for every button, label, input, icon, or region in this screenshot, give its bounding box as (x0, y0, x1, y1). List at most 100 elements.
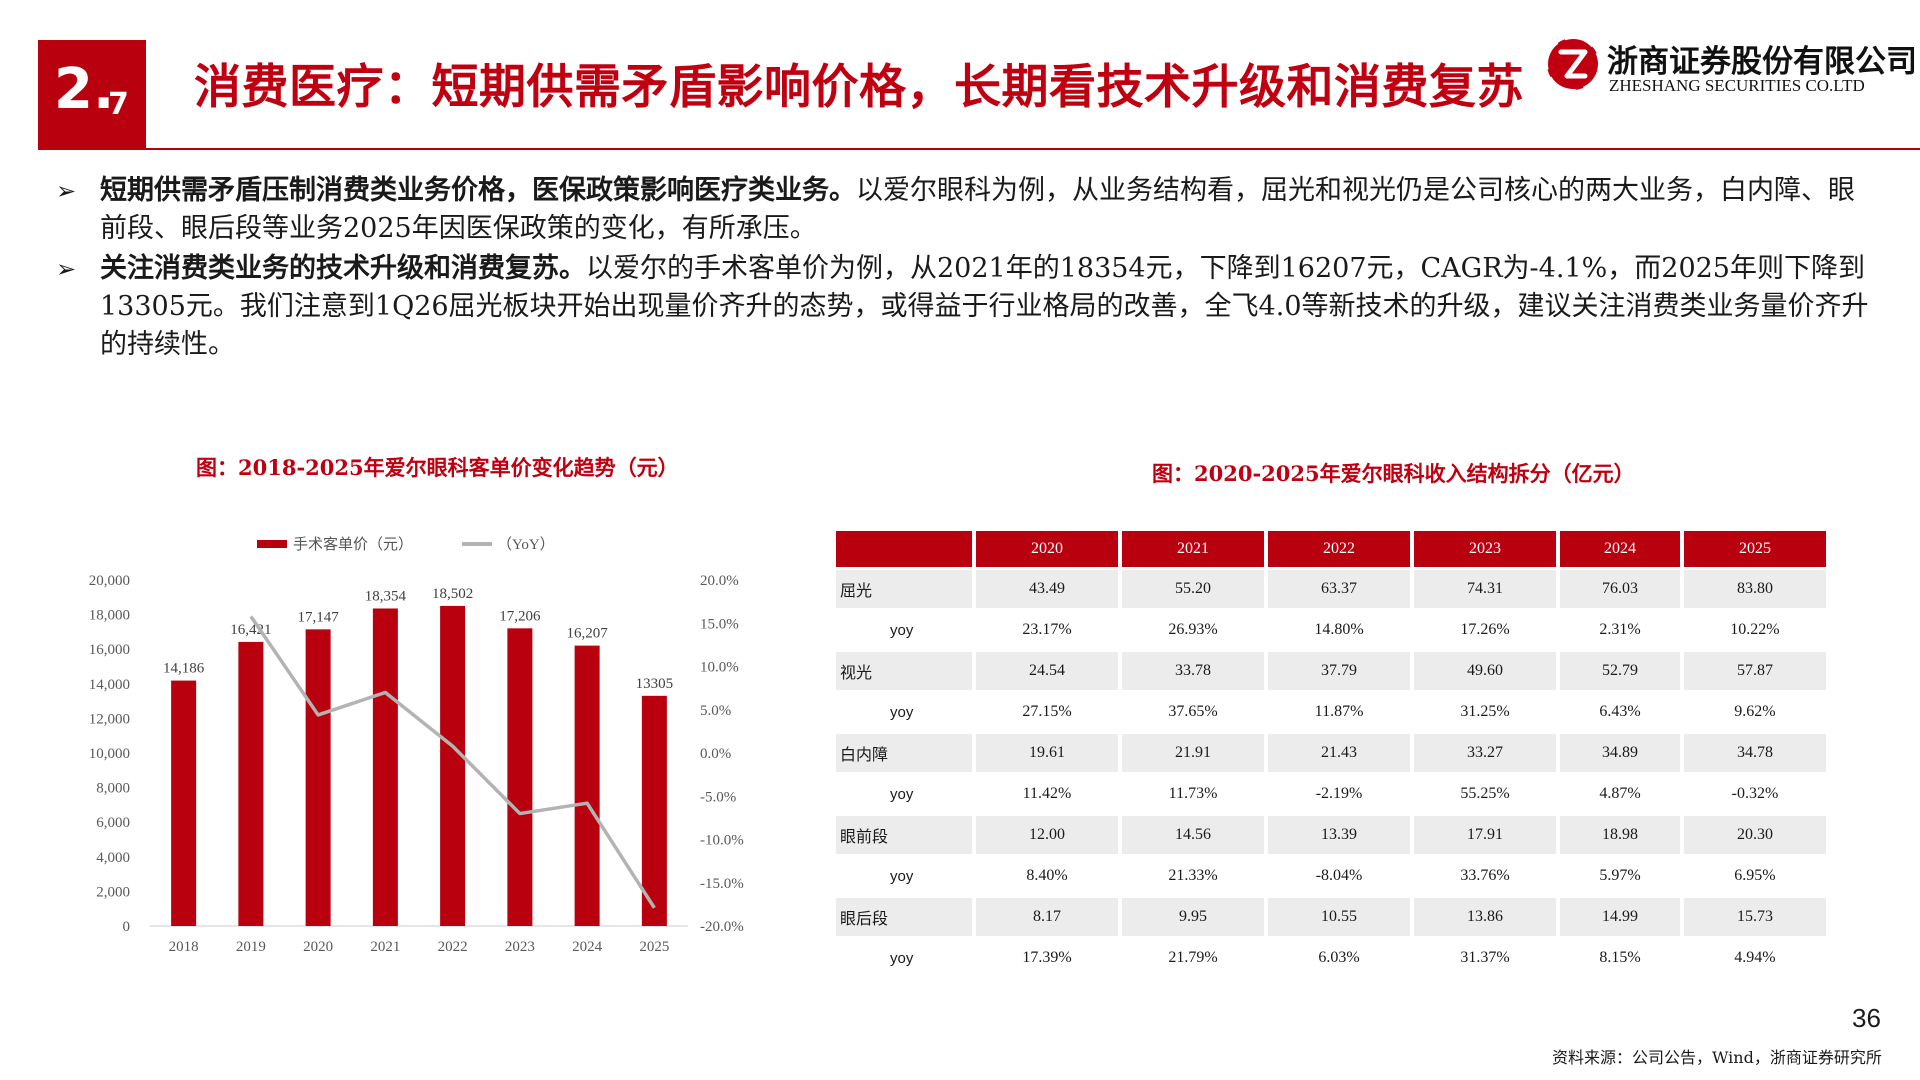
bar-value-label: 17,206 (499, 608, 541, 624)
table-cell: 37.79 (1268, 652, 1411, 690)
table-cell: 57.87 (1683, 652, 1826, 690)
table-cell: 13.86 (1414, 898, 1557, 936)
table-cell: 9.62% (1734, 703, 1776, 720)
table-row-yoy: yoy 17.39% 21.79% 6.03% 31.37% 8.15% 4.94% (836, 939, 1826, 977)
bar-value-label: 14,186 (163, 661, 205, 677)
table-cell: 5.97% (1599, 867, 1641, 884)
table-cell: 76.03 (1560, 570, 1680, 608)
revenue-structure-table: 2020 2021 2022 2023 2024 2025 屈光 43.49 55.20 63.… (832, 528, 1830, 980)
table-cell: 24.54 (976, 652, 1119, 690)
bullet-text: 以爱尔眼科为例，从业务结构看，屈光和视光仍是公司核心的两大业务，白内障、眼前段、… (100, 175, 1855, 244)
table-row-label: 屈光 (836, 570, 972, 608)
y-right-tick-label: -15.0% (700, 876, 744, 892)
table-cell: 17.26% (1460, 621, 1510, 638)
section-major: 2. (54, 57, 115, 122)
table-cell: 52.79 (1560, 652, 1680, 690)
x-tick-label: 2024 (572, 939, 603, 955)
table-cell: 8.15% (1599, 949, 1641, 966)
bar-2022 (440, 605, 466, 926)
bar-2023 (507, 628, 533, 926)
table-row-segment: 视光 24.54 33.78 37.79 49.60 52.79 57.87 (836, 652, 1826, 690)
table-cell: 21.79% (1168, 949, 1218, 966)
table-row-label: yoy (890, 621, 914, 639)
table-cell: 14.56 (1122, 816, 1265, 854)
table-cell: 14.99 (1560, 898, 1680, 936)
bar-2018 (171, 680, 197, 926)
table-cell: 23.17% (1022, 621, 1072, 638)
x-tick-label: 2020 (303, 939, 333, 955)
page-title: 消费医疗：短期供需矛盾影响价格，长期看技术升级和消费复苏 (194, 60, 1524, 115)
table-cell: 33.78 (1122, 652, 1265, 690)
y-left-tick-label: 2,000 (96, 884, 130, 900)
table-title: 图：2020-2025年爱尔眼科收入结构拆分（亿元） (1152, 461, 1635, 486)
table-header-year: 2024 (1560, 531, 1680, 567)
bar-2020 (305, 629, 331, 926)
x-tick-label: 2023 (505, 939, 535, 955)
bar-2019 (238, 641, 264, 926)
table-header-year: 2023 (1414, 531, 1557, 567)
y-right-tick-label: -10.0% (700, 833, 744, 849)
table-header-year: 2025 (1683, 531, 1826, 567)
table-cell: 34.89 (1560, 734, 1680, 772)
bullet-text: 以爱尔的手术客单价为例，从2021年的18354元，下降到16207元，CAGR… (100, 253, 1869, 360)
table-cell: 12.00 (976, 816, 1119, 854)
table-row-label: yoy (890, 785, 914, 803)
table-cell: -2.19% (1315, 785, 1363, 802)
bullet-arrow-icon: ➢ (56, 177, 77, 205)
logo-name-en: ZHESHANG SECURITIES CO.LTD (1609, 76, 1865, 95)
table-row-label: 白内障 (836, 734, 972, 772)
y-right-tick-label: -5.0% (700, 789, 736, 805)
table-row-yoy: yoy 27.15% 37.65% 11.87% 31.25% 6.43% 9.62% (836, 693, 1826, 731)
table-cell: 37.65% (1168, 703, 1218, 720)
bar-2021 (372, 608, 398, 926)
table-cell: 6.03% (1318, 949, 1360, 966)
legend-bar-swatch (257, 540, 287, 548)
y-left-tick-label: 8,000 (96, 781, 130, 797)
table-cell: 11.42% (1022, 785, 1072, 802)
legend-bar-label: 手术客单价（元） (293, 536, 413, 553)
table-row-label: 眼前段 (836, 816, 972, 854)
y-right-tick-label: 5.0% (700, 703, 731, 719)
table-cell: 21.43 (1268, 734, 1411, 772)
table-cell: 6.43% (1599, 703, 1641, 720)
yoy-line (249, 615, 656, 909)
table-row-label: yoy (890, 703, 914, 721)
logo-mark-icon (1546, 37, 1600, 91)
table-cell: 18.98 (1560, 816, 1680, 854)
table-row-segment: 白内障 19.61 21.91 21.43 33.27 34.89 34.78 (836, 734, 1826, 772)
y-left-tick-label: 10,000 (89, 746, 130, 762)
table-row-yoy: yoy 11.42% 11.73% -2.19% 55.25% 4.87% -0.32% (836, 775, 1826, 813)
table-cell: 9.95 (1122, 898, 1265, 936)
table-cell: 55.25% (1460, 785, 1510, 802)
table-cell: 2.31% (1599, 621, 1641, 638)
bar-value-label: 18,354 (365, 588, 407, 604)
table-cell: 15.73 (1683, 898, 1826, 936)
y-right-tick-label: 0.0% (700, 746, 731, 762)
table-cell: 11.87% (1314, 703, 1364, 720)
y-right-tick-label: -20.0% (700, 919, 744, 935)
table-cell: 83.80 (1683, 570, 1826, 608)
table-header-year: 2020 (976, 531, 1119, 567)
table-cell: 6.95% (1734, 867, 1776, 884)
page-number: 36 (1852, 1003, 1881, 1033)
x-tick-label: 2019 (236, 939, 266, 955)
table-header-year: 2021 (1122, 531, 1265, 567)
bullet-bold: 关注消费类业务的技术升级和消费复苏。 (100, 253, 586, 284)
table-row-yoy: yoy 23.17% 26.93% 14.80% 17.26% 2.31% 10.22% (836, 611, 1826, 649)
x-tick-label: 2021 (370, 939, 400, 955)
bar-2025 (641, 695, 667, 926)
table-cell: 20.30 (1683, 816, 1826, 854)
source-note: 资料来源：公司公告，Wind，浙商证券研究所 (1552, 1048, 1882, 1067)
table-header-year: 2022 (1268, 531, 1411, 567)
x-tick-label: 2018 (169, 939, 199, 955)
bullet-item: ➢ 短期供需矛盾压制消费类业务价格，医保政策影响医疗类业务。以爱尔眼科为例，从业… (56, 172, 1876, 248)
table-cell: 34.78 (1683, 734, 1826, 772)
bullet-bold: 短期供需矛盾压制消费类业务价格，医保政策影响医疗类业务。 (100, 175, 856, 206)
table-body: 屈光 43.49 55.20 63.37 74.31 76.03 83.80 yoy 23.17… (836, 570, 1826, 977)
table-cell: 10.55 (1268, 898, 1411, 936)
table-row-label: 眼后段 (836, 898, 972, 936)
table-cell: 74.31 (1414, 570, 1557, 608)
y-left-tick-label: 16,000 (89, 642, 130, 658)
x-tick-label: 2022 (438, 939, 468, 955)
bar-value-label: 16,207 (567, 626, 609, 642)
